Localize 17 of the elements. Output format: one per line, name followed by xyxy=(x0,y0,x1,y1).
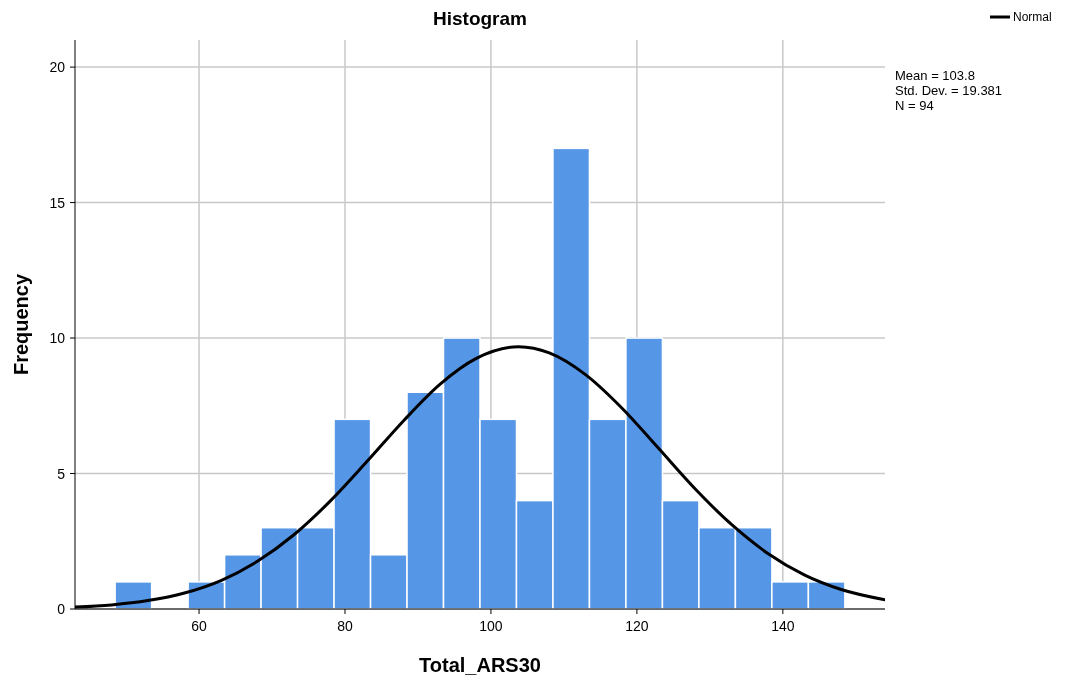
legend-label: Normal xyxy=(1013,10,1052,24)
y-tick-label: 10 xyxy=(49,330,66,347)
text: N = 94 xyxy=(895,98,934,113)
x-tick-label: 60 xyxy=(191,618,208,634)
x-tick-label: 80 xyxy=(337,618,353,634)
x-tick-label: 100 xyxy=(479,618,503,634)
y-tick-label: 15 xyxy=(49,194,66,211)
y-tick-label: 20 xyxy=(49,59,66,76)
text: Mean = 103.8 xyxy=(895,68,975,83)
x-tick-label: 140 xyxy=(771,618,795,634)
x-tick-label: 120 xyxy=(625,618,649,634)
y-axis-title: Frequency xyxy=(10,273,32,376)
text: Std. Dev. = 19.381 xyxy=(895,83,1003,98)
chart-title: Histogram xyxy=(433,8,527,29)
x-axis-title: Total_ARS30 xyxy=(419,654,541,676)
y-tick-label: 0 xyxy=(57,601,66,617)
y-tick-label: 5 xyxy=(57,465,66,482)
